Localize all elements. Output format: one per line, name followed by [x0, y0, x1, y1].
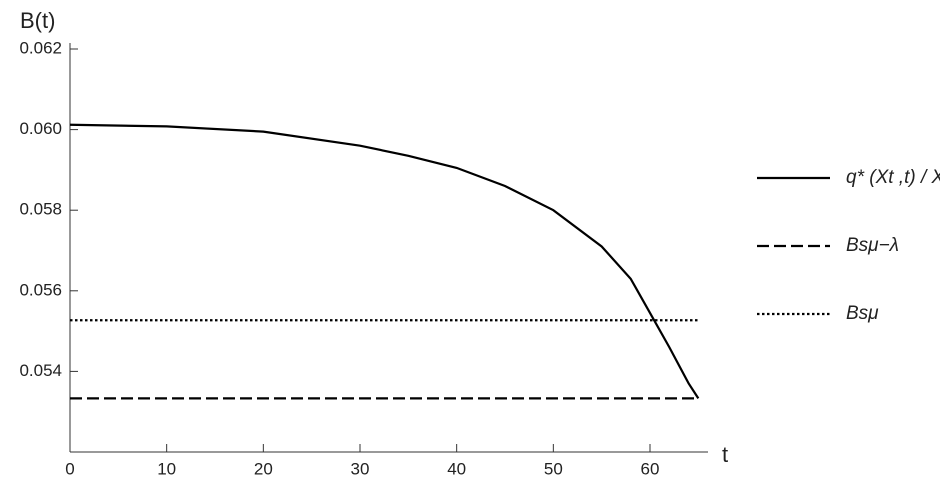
y-tick-label: 0.060 — [19, 119, 62, 138]
x-tick-label: 20 — [254, 459, 273, 478]
legend-label: Bsμ — [846, 303, 879, 324]
y-tick-label: 0.062 — [19, 38, 62, 57]
x-tick-label: 0 — [65, 459, 74, 478]
x-tick-label: 40 — [447, 459, 466, 478]
x-tick-label: 30 — [351, 459, 370, 478]
legend-label: q* (Xt ,t) / Xt — [846, 167, 940, 188]
y-tick-label: 0.054 — [19, 361, 62, 380]
series-line — [69, 123, 700, 399]
x-tick-label: 60 — [641, 459, 660, 478]
legend-label: Bsμ−λ — [846, 235, 899, 256]
y-tick-label: 0.056 — [19, 280, 62, 299]
x-axis-label: t — [722, 442, 728, 467]
y-tick-label: 0.058 — [19, 200, 62, 219]
y-axis-label: B(t) — [20, 8, 55, 33]
x-tick-label: 10 — [157, 459, 176, 478]
x-tick-label: 50 — [544, 459, 563, 478]
